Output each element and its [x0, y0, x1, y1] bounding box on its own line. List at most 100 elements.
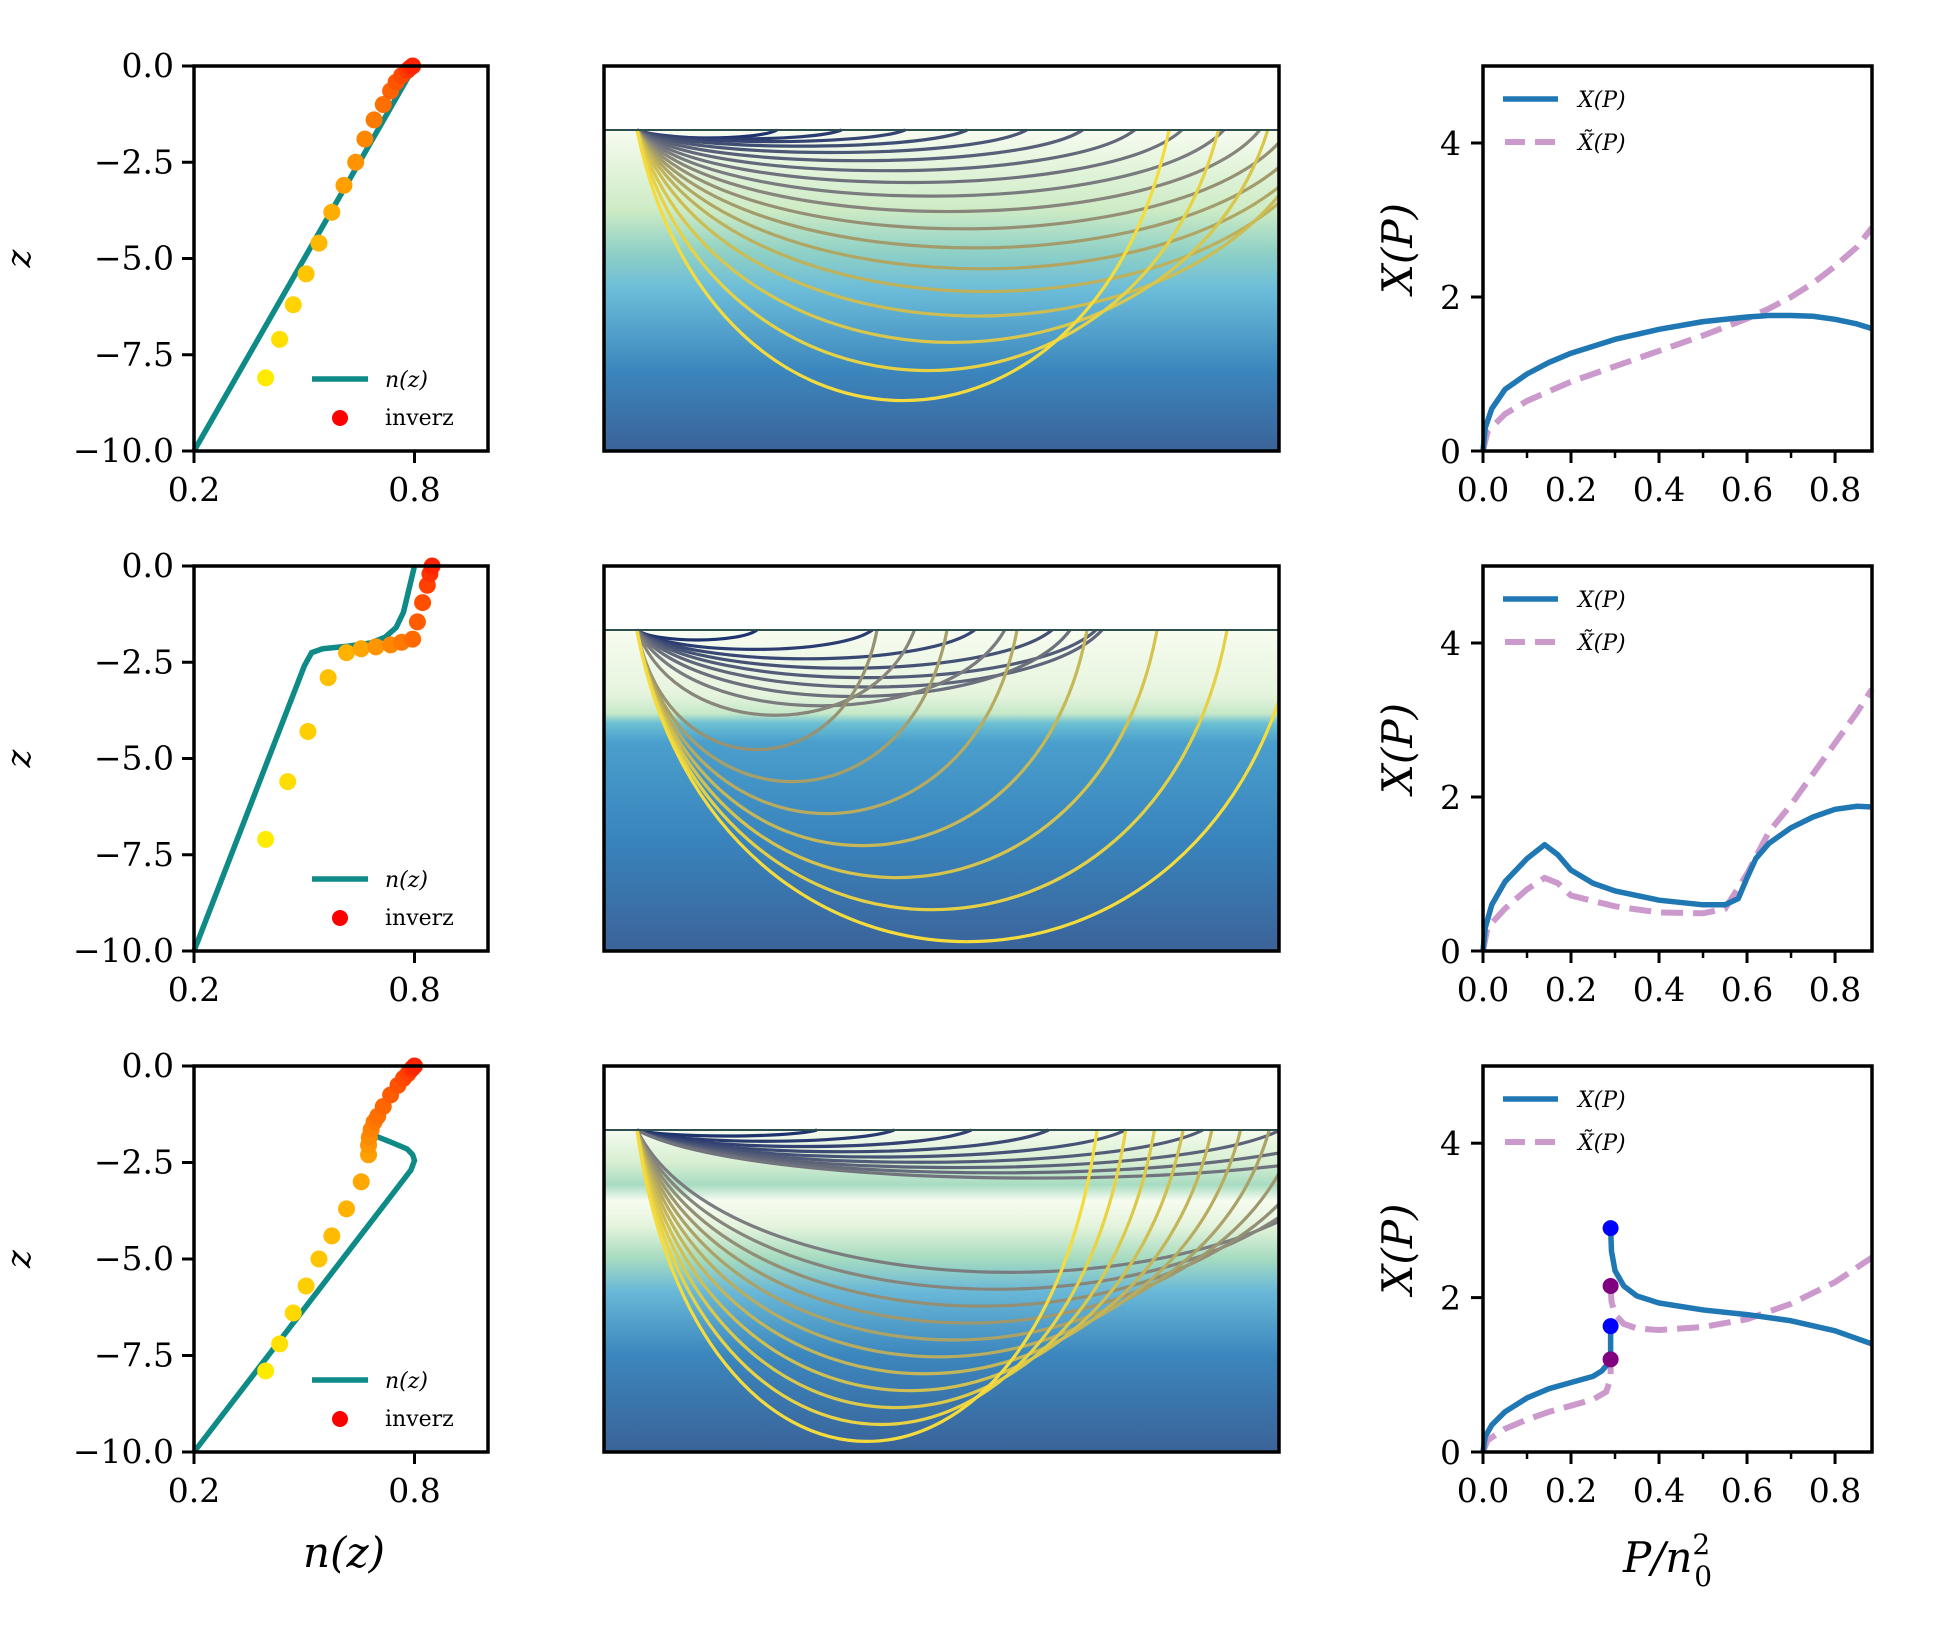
inverz-point [347, 153, 365, 171]
y-tick-label: 4 [1440, 624, 1461, 663]
y-tick-label: −7.5 [94, 1336, 174, 1375]
ray-path [635, 1129, 1099, 1443]
ray-path [635, 1129, 1185, 1393]
ray-path [635, 129, 1279, 294]
ray-path [636, 128, 1084, 163]
x-tick-label: 0.0 [1457, 970, 1509, 1009]
ray-path-panels [602, 64, 1281, 1454]
x-tick-label: 0.6 [1721, 1471, 1773, 1510]
inverz-point [338, 644, 356, 662]
x-of-p-panel-1: 0 2 4 0.0 0.2 0.4 0.6 0.8 X(P) X(P) X̃(P) [1373, 64, 1875, 509]
y-axis-label: z [0, 1249, 39, 1269]
ray-path [635, 629, 1019, 816]
inverz-point [356, 130, 374, 148]
index-profile-panel-3: 0.0 −2.5 −5.0 −7.5 −10.00.2 0.8 z n(z) inverz n(z… [0, 1046, 490, 1577]
ray-path [635, 629, 1279, 944]
inverz-point [271, 330, 289, 348]
ray-path [635, 129, 1171, 403]
legend-x-label: X(P) [1576, 88, 1626, 113]
ray-path [635, 128, 1262, 214]
ray-path [635, 1129, 1279, 1291]
axes-frame [1481, 564, 1874, 953]
ray-path [635, 629, 1007, 708]
legend-n-label: n(z) [385, 368, 428, 393]
ray-path [635, 1129, 1243, 1359]
y-tick-label: −2.5 [94, 142, 174, 181]
inverz-point [257, 369, 275, 387]
ray-path [635, 629, 1229, 912]
ray-path [636, 128, 1028, 155]
y-axis-label: X(P) [1373, 703, 1422, 797]
y-axis-label: z [0, 248, 39, 268]
legend-inverz-label: inverz [385, 1407, 454, 1432]
ray-panel-1 [602, 64, 1281, 453]
ray-path [635, 129, 1279, 271]
legend-inverz-swatch [332, 410, 348, 426]
ray-path [635, 628, 1054, 670]
critical-point-marker [1602, 1220, 1619, 1237]
y-tick-label: 4 [1440, 1124, 1461, 1163]
y-tick-label: 0 [1440, 932, 1461, 971]
ray-panel-2 [602, 564, 1281, 953]
inverz-point [338, 1200, 356, 1218]
inverz-point [297, 265, 315, 283]
legend-n-label: n(z) [385, 868, 428, 893]
air-region [604, 566, 1279, 630]
critical-point-marker [1602, 1318, 1619, 1335]
inverz-point [284, 296, 302, 314]
ray-path [635, 129, 1220, 372]
ray-path [635, 629, 1089, 848]
x-tick-label: 0.8 [388, 970, 440, 1009]
inverz-point [257, 830, 275, 848]
x-tick-label: 0.8 [1809, 470, 1861, 509]
axes-frame [192, 564, 490, 953]
x-of-p-panel-2: 0 2 4 0.0 0.2 0.4 0.6 0.8 X(P) X(P) X̃(P) [1373, 564, 1875, 1009]
legend-inverz-label: inverz [385, 906, 454, 931]
y-tick-label: −7.5 [94, 335, 174, 374]
y-tick-label: 4 [1440, 124, 1461, 163]
legend-x-label: X(P) [1576, 1088, 1626, 1113]
inverz-point [319, 669, 337, 687]
inverz-point [257, 1362, 275, 1380]
inverz-point [352, 640, 370, 658]
inverz-point [408, 613, 426, 631]
ray-path [636, 1128, 1279, 1180]
x-tick-label: 0.8 [1809, 1471, 1861, 1510]
rays [635, 628, 1279, 944]
critical-point-marker [1602, 1351, 1619, 1368]
ray-path [635, 1129, 1156, 1410]
axes-frame [192, 64, 490, 453]
air-region [604, 66, 1279, 130]
critical-point-marker [1602, 1278, 1619, 1295]
axes-frame [1481, 64, 1874, 453]
inverz-point [299, 723, 317, 741]
legend-inverz-swatch [332, 1411, 348, 1427]
ray-path [635, 129, 1279, 318]
index-profile-panels: 0.0−2.5−5.0−7.5−10.00.2 0.8zn(z)inverz0.0… [0, 46, 490, 1577]
inverz-point [297, 1277, 315, 1295]
legend-x-label: X(P) [1576, 588, 1626, 613]
inverz-point [310, 1250, 328, 1268]
ray-panel-3 [602, 1064, 1281, 1454]
x-line [1480, 1326, 1614, 1453]
x-tick-label: 0.2 [1545, 470, 1597, 509]
axes-frame [1481, 1064, 1874, 1454]
y-axis-label: X(P) [1373, 1204, 1422, 1298]
n-of-z-line [191, 565, 418, 952]
y-tick-label: −5.0 [94, 739, 174, 778]
n-of-z-line [191, 64, 417, 453]
y-axis-label: X(P) [1373, 203, 1422, 297]
legend-inverz-label: inverz [385, 406, 454, 431]
x-tilde-line [1480, 225, 1875, 452]
x-tick-label: 0.8 [388, 470, 440, 509]
ray-path [635, 629, 916, 717]
ray-path [635, 1129, 1279, 1274]
rays [635, 1128, 1279, 1443]
y-tick-label: 0 [1440, 432, 1461, 471]
x-label-sup: 2 [1692, 1528, 1710, 1561]
y-tick-label: −7.5 [94, 835, 174, 874]
inverz-point [310, 234, 328, 252]
axes-frame [602, 1064, 1281, 1454]
